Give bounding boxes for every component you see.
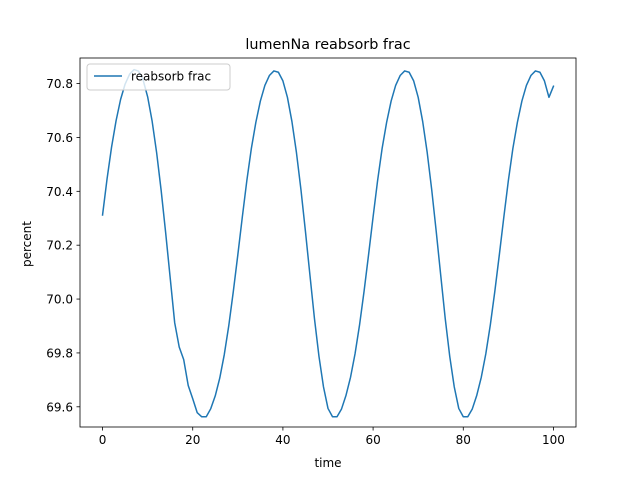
x-tick-label: 80 xyxy=(456,433,471,447)
x-tick-label: 40 xyxy=(275,433,290,447)
x-tick-label: 100 xyxy=(542,433,565,447)
chart-title: lumenNa reabsorb frac xyxy=(245,37,410,53)
x-tick-label: 20 xyxy=(185,433,200,447)
y-tick-label: 69.8 xyxy=(46,346,73,360)
series-line-reabsorb-frac xyxy=(101,68,555,418)
y-axis-label: percent xyxy=(20,221,34,267)
legend-label: reabsorb frac xyxy=(131,70,211,84)
plot-area xyxy=(79,57,577,428)
x-tick-label: 60 xyxy=(365,433,380,447)
y-tick-label: 70.4 xyxy=(46,185,73,199)
legend: reabsorb frac xyxy=(86,63,231,91)
y-tick-label: 70.8 xyxy=(46,77,73,91)
x-axis-label: time xyxy=(314,456,341,470)
y-axis-ticks: 69.6 69.8 70.0 70.2 70.4 70.6 70.8 xyxy=(46,77,80,414)
legend-box xyxy=(86,63,231,91)
y-tick-label: 69.6 xyxy=(46,400,73,414)
x-tick-label: 0 xyxy=(99,433,107,447)
axes-frame xyxy=(79,57,577,428)
y-tick-label: 70.0 xyxy=(46,293,73,307)
y-tick-label: 70.6 xyxy=(46,131,73,145)
x-axis-ticks: 0 20 40 60 80 100 xyxy=(99,427,565,447)
y-tick-label: 70.2 xyxy=(46,239,73,253)
